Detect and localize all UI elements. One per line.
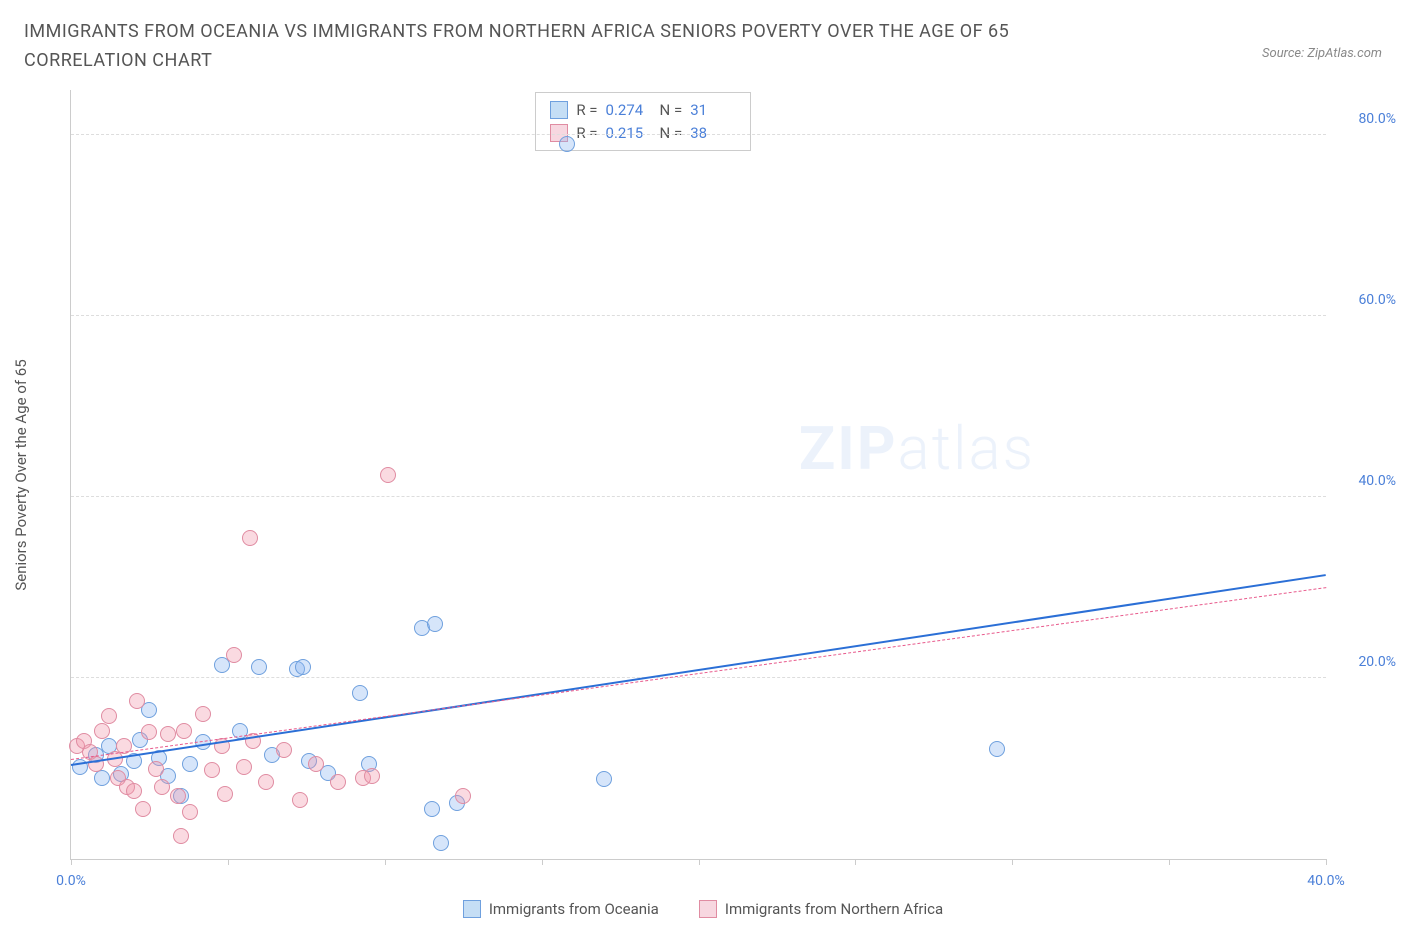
watermark: ZIPatlas [799, 413, 1035, 484]
y-tick-label: 40.0% [1358, 473, 1396, 489]
stats-row: R = 0.215 N = 38 [550, 122, 736, 145]
data-point [129, 693, 145, 709]
r-label: R = [576, 99, 597, 122]
data-point [141, 724, 157, 740]
legend: Immigrants from Oceania Immigrants from N… [0, 900, 1406, 918]
data-point [424, 801, 440, 817]
data-point [292, 792, 308, 808]
watermark-bold: ZIP [799, 413, 898, 484]
data-point [242, 530, 258, 546]
legend-label: Immigrants from Oceania [489, 900, 659, 918]
data-point [182, 804, 198, 820]
gridline [71, 134, 1326, 135]
data-point [148, 761, 164, 777]
data-point [176, 723, 192, 739]
x-tick [542, 859, 543, 865]
data-point [173, 828, 189, 844]
r-label: R = [576, 122, 597, 145]
x-tick-label: 40.0% [1307, 873, 1345, 889]
x-tick [71, 859, 72, 865]
source-attribution: Source: ZipAtlas.com [1262, 18, 1382, 61]
gridline [71, 677, 1326, 678]
series-swatch [550, 101, 568, 119]
data-point [182, 756, 198, 772]
n-label: N = [660, 99, 683, 122]
data-point [989, 741, 1005, 757]
data-point [380, 467, 396, 483]
x-tick [855, 859, 856, 865]
r-value: 0.215 [606, 122, 652, 145]
data-point [154, 779, 170, 795]
data-point [204, 762, 220, 778]
watermark-light: atlas [898, 413, 1036, 484]
n-value: 31 [690, 99, 736, 122]
data-point [226, 647, 242, 663]
x-tick [1326, 859, 1327, 865]
data-point [258, 774, 274, 790]
data-point [295, 659, 311, 675]
data-point [94, 723, 110, 739]
x-tick [1169, 859, 1170, 865]
legend-item: Immigrants from Oceania [463, 900, 659, 918]
y-tick-label: 60.0% [1358, 292, 1396, 308]
gridline [71, 315, 1326, 316]
y-axis-title: Seniors Poverty Over the Age of 65 [12, 359, 30, 590]
data-point [170, 788, 186, 804]
data-point [126, 783, 142, 799]
legend-item: Immigrants from Northern Africa [699, 900, 943, 918]
x-tick [1012, 859, 1013, 865]
data-point [217, 786, 233, 802]
data-point [236, 759, 252, 775]
n-value: 38 [690, 122, 736, 145]
data-point [559, 136, 575, 152]
y-tick-label: 20.0% [1358, 654, 1396, 670]
data-point [433, 835, 449, 851]
data-point [160, 726, 176, 742]
plot-area: Seniors Poverty Over the Age of 65 ZIPat… [70, 90, 1326, 860]
gridline [71, 496, 1326, 497]
data-point [427, 616, 443, 632]
r-value: 0.274 [606, 99, 652, 122]
x-tick [385, 859, 386, 865]
data-point [308, 756, 324, 772]
chart-area: Seniors Poverty Over the Age of 65 ZIPat… [70, 90, 1326, 860]
data-point [364, 768, 380, 784]
x-tick-label: 0.0% [56, 873, 86, 889]
data-point [330, 774, 346, 790]
stats-row: R = 0.274 N = 31 [550, 99, 736, 122]
chart-title: IMMIGRANTS FROM OCEANIA VS IMMIGRANTS FR… [24, 18, 1124, 76]
data-point [101, 708, 117, 724]
n-label: N = [660, 122, 683, 145]
data-point [276, 742, 292, 758]
legend-swatch [463, 900, 481, 918]
data-point [352, 685, 368, 701]
data-point [251, 659, 267, 675]
x-tick [228, 859, 229, 865]
data-point [455, 788, 471, 804]
data-point [596, 771, 612, 787]
legend-label: Immigrants from Northern Africa [725, 900, 943, 918]
data-point [135, 801, 151, 817]
x-tick [699, 859, 700, 865]
legend-swatch [699, 900, 717, 918]
y-tick-label: 80.0% [1358, 111, 1396, 127]
data-point [195, 706, 211, 722]
